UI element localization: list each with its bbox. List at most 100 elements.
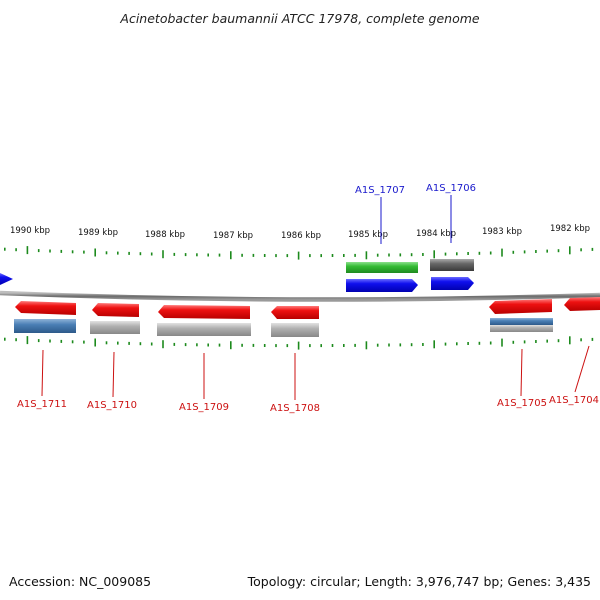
tick-major — [94, 248, 96, 257]
tick-major — [501, 338, 503, 347]
tick-minor — [478, 341, 481, 345]
gene-arrow-forward[interactable] — [0, 273, 13, 285]
tick-minor — [71, 250, 74, 254]
tick-minor — [388, 343, 390, 347]
leader-line — [574, 345, 590, 393]
tick-minor — [456, 252, 458, 256]
tick-minor — [60, 249, 63, 253]
gene-feature-gray[interactable] — [490, 325, 553, 332]
tick-minor — [71, 340, 74, 344]
tick-minor — [478, 251, 481, 255]
tick-minor — [60, 339, 63, 343]
tick-minor — [15, 248, 17, 252]
gene-label-a1s-1706[interactable]: A1S_1706 — [426, 183, 476, 194]
tick-minor — [150, 252, 153, 256]
tick-minor — [207, 253, 209, 257]
scale-label: 1982 kbp — [550, 224, 590, 234]
gene-feature-steel[interactable] — [14, 319, 76, 333]
tick-minor — [117, 251, 119, 255]
tick-minor — [580, 338, 582, 342]
gene-arrow-a1s-1708[interactable] — [271, 306, 319, 319]
tick-minor — [4, 337, 6, 341]
tick-major — [569, 336, 571, 345]
tick-major — [26, 336, 29, 345]
tick-minor — [512, 250, 515, 254]
scale-label: 1989 kbp — [78, 228, 118, 238]
tick-minor — [37, 339, 40, 343]
tick-minor — [422, 253, 424, 256]
gene-feature-gray[interactable] — [157, 323, 251, 336]
gene-label-a1s-1710[interactable]: A1S_1710 — [87, 400, 137, 411]
gene-feature-gray[interactable] — [90, 321, 140, 334]
gene-feature-steel[interactable] — [490, 318, 553, 325]
accession-text: Accession: NC_009085 — [9, 574, 151, 589]
scale-labels: 1990 kbp 1989 kbp 1988 kbp 1987 kbp 1986… — [10, 224, 590, 241]
scale-ticks-outer — [4, 246, 594, 260]
gene-arrow-a1s-1711[interactable] — [15, 301, 76, 315]
tick-minor — [309, 344, 311, 348]
tick-minor — [557, 249, 560, 253]
tick-minor — [376, 343, 379, 347]
forward-strand-track — [0, 259, 474, 292]
tick-minor — [275, 344, 277, 348]
tick-major — [230, 341, 232, 350]
gene-label-a1s-1704[interactable]: A1S_1704 — [549, 395, 599, 406]
tick-minor — [83, 250, 85, 254]
tick-minor — [331, 344, 334, 347]
scale-label: 1987 kbp — [213, 231, 253, 241]
gene-label-a1s-1708[interactable]: A1S_1708 — [270, 403, 320, 414]
tick-minor — [557, 339, 560, 343]
tick-minor — [252, 253, 255, 257]
gene-arrow-a1s-1709[interactable] — [158, 305, 250, 319]
tick-minor — [173, 342, 176, 346]
gene-feature-gray[interactable] — [271, 323, 319, 337]
tick-minor — [150, 342, 153, 346]
tick-minor — [591, 247, 594, 251]
tick-minor — [49, 249, 51, 253]
gene-feature-dark[interactable] — [430, 259, 474, 271]
gene-label-a1s-1705[interactable]: A1S_1705 — [497, 398, 547, 409]
tick-minor — [320, 344, 322, 348]
tick-minor — [546, 339, 548, 343]
scale-ticks-inner — [4, 336, 594, 350]
tick-minor — [139, 252, 142, 256]
tick-minor — [241, 253, 243, 257]
tick-minor — [4, 247, 6, 251]
tick-minor — [444, 342, 447, 346]
scale-label: 1983 kbp — [482, 227, 522, 237]
tick-minor — [15, 338, 17, 342]
tick-minor — [128, 251, 130, 255]
tick-minor — [320, 254, 322, 258]
gene-arrow-a1s-1706[interactable] — [431, 277, 474, 290]
tick-minor — [286, 254, 289, 258]
tick-minor — [184, 253, 187, 257]
tick-minor — [523, 250, 526, 254]
scale-label: 1988 kbp — [145, 230, 185, 240]
gene-arrow-a1s-1707[interactable] — [346, 279, 418, 292]
tick-major — [162, 340, 164, 349]
tick-minor — [105, 251, 108, 255]
tick-minor — [489, 251, 492, 255]
tick-minor — [354, 343, 356, 347]
tick-major — [297, 251, 300, 260]
tick-minor — [207, 343, 209, 347]
tick-minor — [546, 249, 548, 253]
tick-minor — [399, 253, 402, 257]
tick-minor — [535, 340, 537, 343]
tick-minor — [184, 343, 187, 347]
gene-label-a1s-1707[interactable]: A1S_1707 — [355, 185, 405, 196]
tick-minor — [467, 342, 469, 345]
genome-backbone — [0, 290, 600, 302]
gene-rna-feature[interactable] — [346, 262, 418, 273]
tick-minor — [218, 343, 221, 347]
tick-minor — [512, 340, 515, 344]
scale-label: 1985 kbp — [348, 230, 388, 240]
gene-label-a1s-1711[interactable]: A1S_1711 — [17, 399, 67, 410]
tick-minor — [535, 250, 537, 253]
gene-label-a1s-1709[interactable]: A1S_1709 — [179, 402, 229, 413]
gene-arrow-a1s-1704[interactable] — [564, 297, 600, 311]
gene-arrow-a1s-1705[interactable] — [489, 299, 552, 314]
gene-arrow-a1s-1710[interactable] — [92, 303, 139, 317]
gene-labels: A1S_1707 A1S_1706 A1S_1711 A1S_1710 A1S_… — [17, 183, 599, 414]
tick-major — [26, 246, 29, 255]
